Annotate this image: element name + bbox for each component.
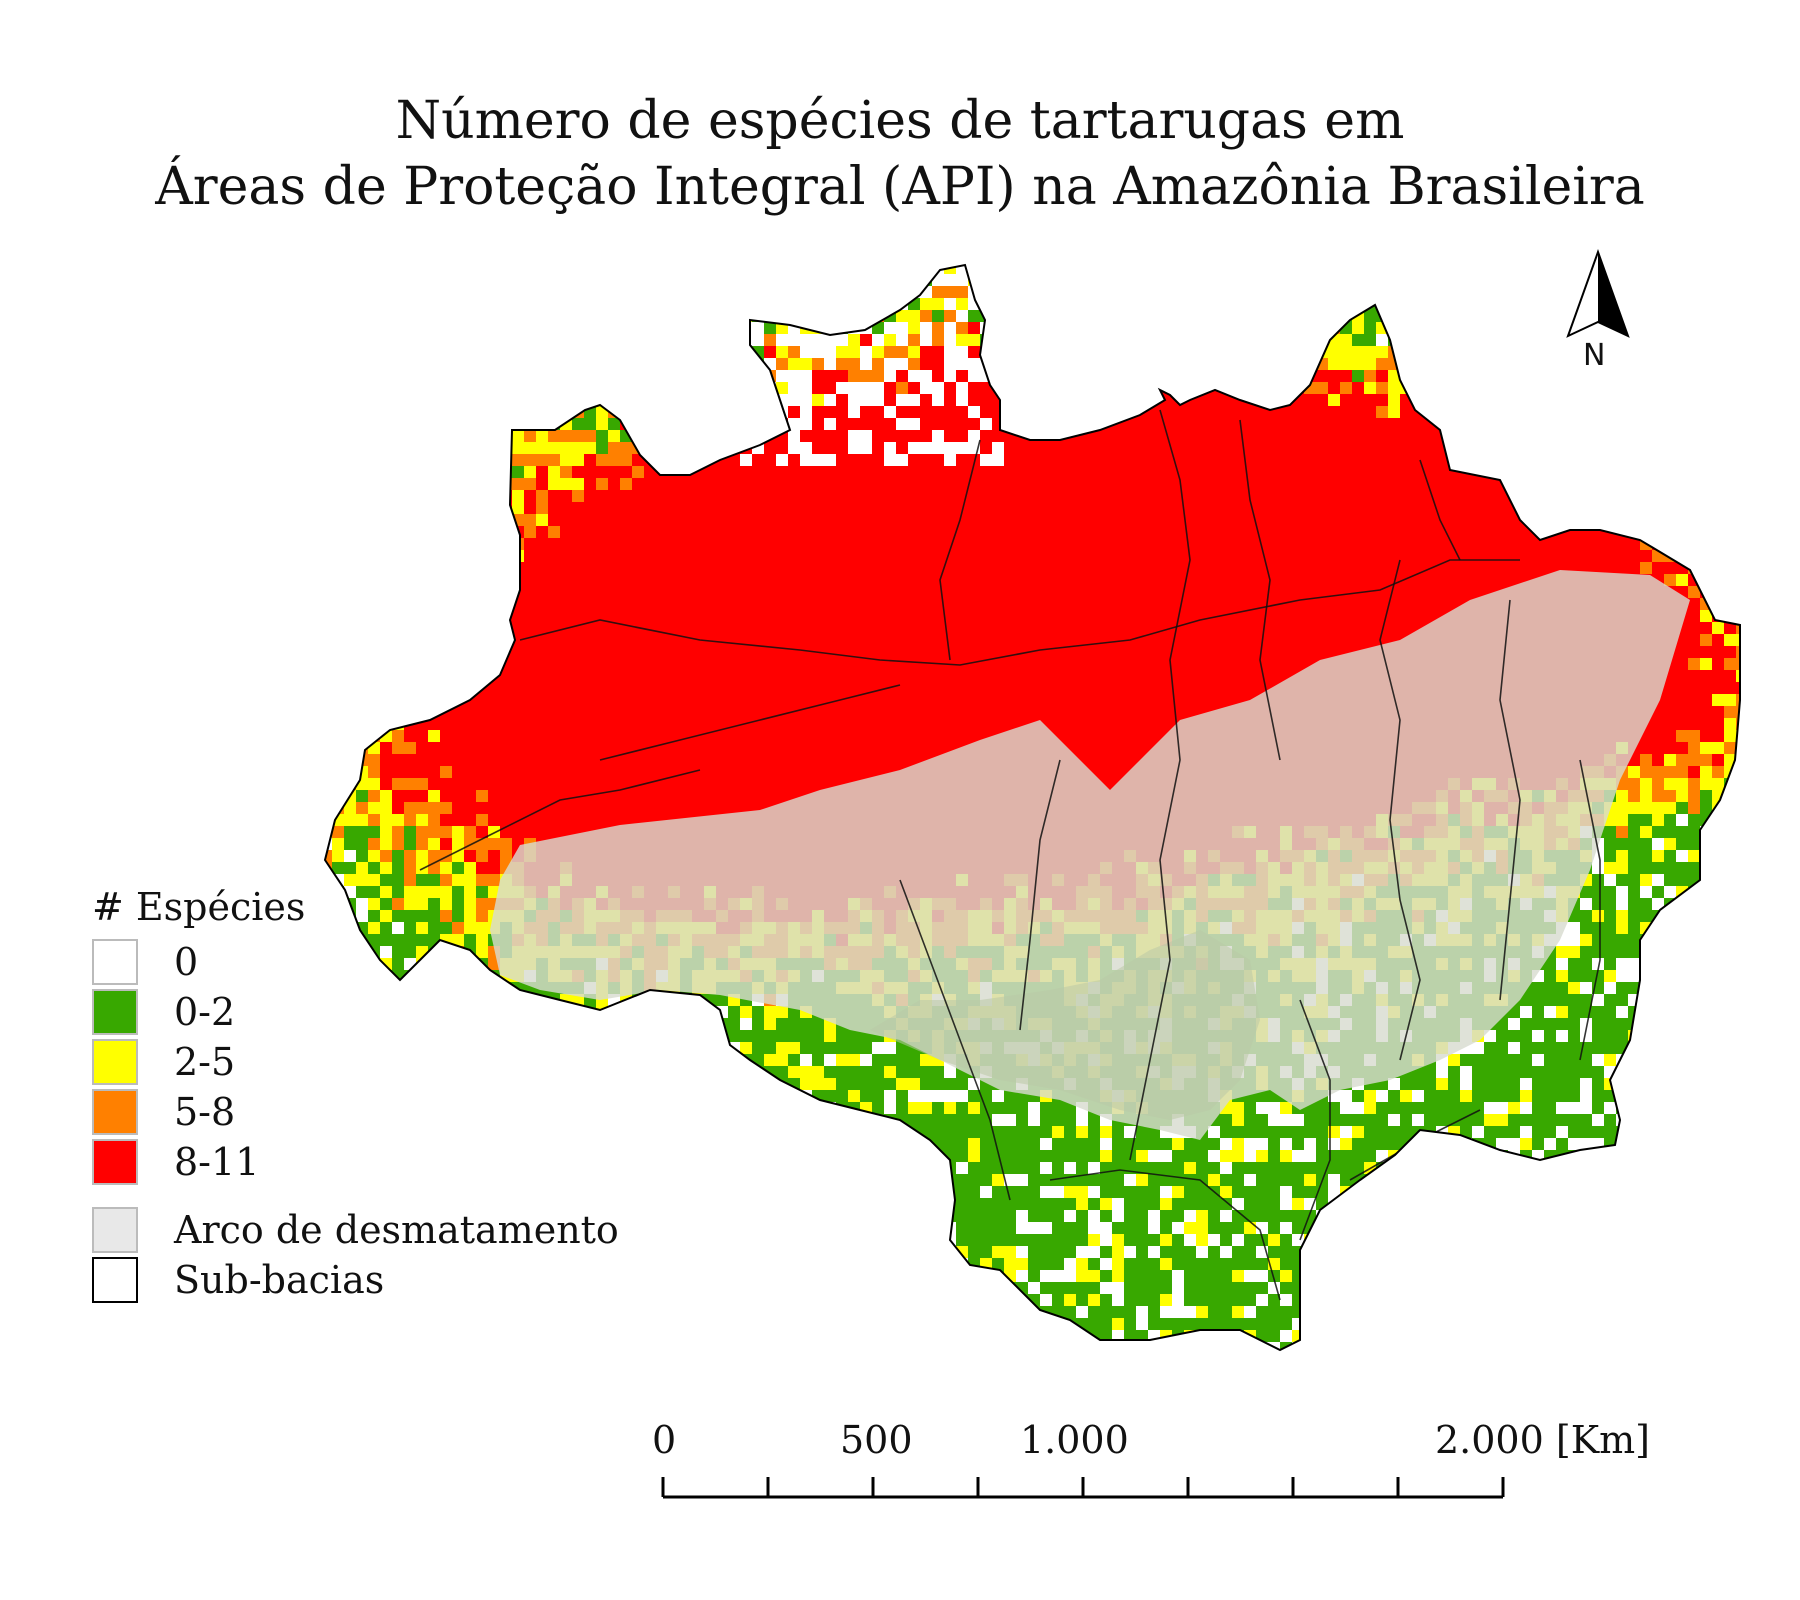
legend-item: Sub-bacias xyxy=(92,1257,692,1305)
legend-label: 0 xyxy=(174,940,199,984)
deforestation-arc-inner xyxy=(870,930,1260,1120)
legend-label: 2-5 xyxy=(174,1040,236,1084)
legend-item: 0 xyxy=(92,939,692,987)
map-title: Número de espécies de tartarugas em Área… xyxy=(0,88,1800,220)
north-arrow-label: N xyxy=(1583,338,1606,373)
sub-basin-line xyxy=(939,439,981,661)
legend-swatch xyxy=(92,1257,138,1303)
legend-swatch xyxy=(92,939,138,985)
sub-basin-line xyxy=(1129,409,1191,1161)
legend-label: 0-2 xyxy=(174,990,236,1034)
scale-bar-label: 1.000 xyxy=(1020,1418,1129,1462)
map-title-line2: Áreas de Proteção Integral (API) na Amaz… xyxy=(155,157,1645,217)
sub-basin-line xyxy=(1019,759,1061,1031)
legend-label: Arco de desmatamento xyxy=(174,1208,619,1252)
legend-label: Sub-bacias xyxy=(174,1258,385,1302)
sub-basin-line xyxy=(1299,999,1331,1241)
sub-basin-line xyxy=(1379,559,1421,1061)
legend-title: # Espécies xyxy=(92,885,306,929)
deforestation-arc-area xyxy=(490,570,1690,1140)
sub-basin-line xyxy=(899,879,1011,1201)
sub-basin-line xyxy=(1049,1169,1281,1301)
scale-bar-label: 0 xyxy=(652,1418,677,1462)
legend-item: 2-5 xyxy=(92,1039,692,1087)
legend-swatch xyxy=(92,1089,138,1135)
sub-basins xyxy=(419,409,1601,1301)
sub-basin-line xyxy=(1579,759,1601,1061)
sub-basin-line xyxy=(1419,459,1461,561)
sub-basin-line xyxy=(419,769,701,871)
legend-swatch xyxy=(92,1207,138,1253)
sub-basin-line xyxy=(1239,419,1281,761)
legend-item: 8-11 xyxy=(92,1139,692,1187)
legend-label: 8-11 xyxy=(174,1140,260,1184)
sub-basin-line xyxy=(519,559,1520,666)
legend-item: Arco de desmatamento xyxy=(92,1207,692,1255)
legend-swatch xyxy=(92,1039,138,1085)
deforestation-arc xyxy=(490,570,1690,1140)
north-arrow-icon xyxy=(1566,249,1630,338)
legend-item: 5-8 xyxy=(92,1089,692,1137)
legend-item: 0-2 xyxy=(92,989,692,1037)
sub-basin-line xyxy=(599,684,901,761)
legend-swatch xyxy=(92,1139,138,1185)
map-title-line1: Número de espécies de tartarugas em xyxy=(395,91,1405,151)
legend-label: 5-8 xyxy=(174,1090,236,1134)
sub-basin-line xyxy=(1499,599,1521,1001)
scale-bar-label: 500 xyxy=(840,1418,913,1462)
scale-bar-label: 2.000 [Km] xyxy=(1435,1418,1650,1462)
legend-swatch xyxy=(92,989,138,1035)
